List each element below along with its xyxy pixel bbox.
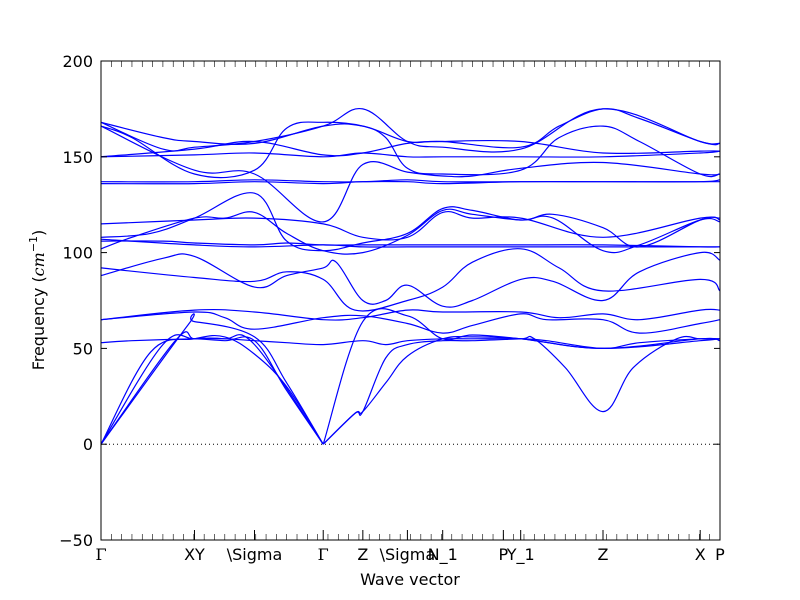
band-line-6 [322, 335, 721, 445]
y-axis-label-exponent: −1 [27, 236, 40, 252]
plot-frame [100, 60, 721, 541]
band-line-10 [100, 311, 721, 334]
x-tick-label: X [695, 545, 706, 564]
band-line-25 [100, 107, 721, 153]
band-line-7 [322, 308, 721, 445]
band-line-23 [100, 121, 721, 179]
y-axis-label-unit: cm [29, 252, 48, 276]
y-tick-label: 100 [62, 244, 93, 263]
y-tick-label: 50 [73, 339, 93, 358]
band-line-12 [100, 248, 721, 312]
band-line-19 [100, 179, 721, 185]
x-tick-label: Y_1 [506, 545, 535, 565]
band-line-22 [100, 108, 721, 149]
band-line-3 [100, 334, 324, 445]
x-tick-label: P [499, 545, 509, 564]
band-line-15 [100, 208, 721, 255]
x-tick-label: \Sigma [380, 545, 436, 564]
x-axis-label: Wave vector [360, 570, 460, 589]
y-tick-label: 0 [83, 435, 93, 454]
plot-area [101, 61, 720, 540]
band-line-16 [100, 210, 721, 241]
y-axis-label-main: Frequency ( [29, 276, 48, 370]
x-tick-label: P [715, 545, 725, 564]
x-tick-label: XY [184, 545, 205, 564]
band-line-17 [100, 192, 721, 252]
y-tick-label: 150 [62, 148, 93, 167]
y-tick-labels: −50 0 50 100 150 200 [59, 52, 93, 550]
band-line-9 [100, 308, 721, 321]
x-tick-label: N_1 [428, 545, 458, 565]
series-group [100, 107, 721, 445]
band-line-8 [100, 337, 721, 350]
y-tick-label: −50 [59, 531, 93, 550]
y-tick-label: 200 [62, 52, 93, 71]
band-line-4 [100, 313, 324, 445]
band-line-2 [100, 331, 324, 445]
y-axis-label: Frequency (cm−1) [27, 230, 48, 371]
x-tick-label: Γ [95, 545, 106, 564]
x-tick-label: Z [598, 545, 609, 564]
y-axis-label-close: ) [29, 230, 48, 236]
band-line-24 [100, 125, 721, 223]
band-line-21 [100, 139, 721, 158]
x-tick-label: \Sigma [227, 545, 283, 564]
x-tick-label: Z [357, 545, 368, 564]
band-line-13 [100, 238, 720, 248]
band-line-20 [100, 150, 721, 158]
band-line-14 [100, 240, 721, 248]
x-tick-label: Γ [318, 545, 329, 564]
